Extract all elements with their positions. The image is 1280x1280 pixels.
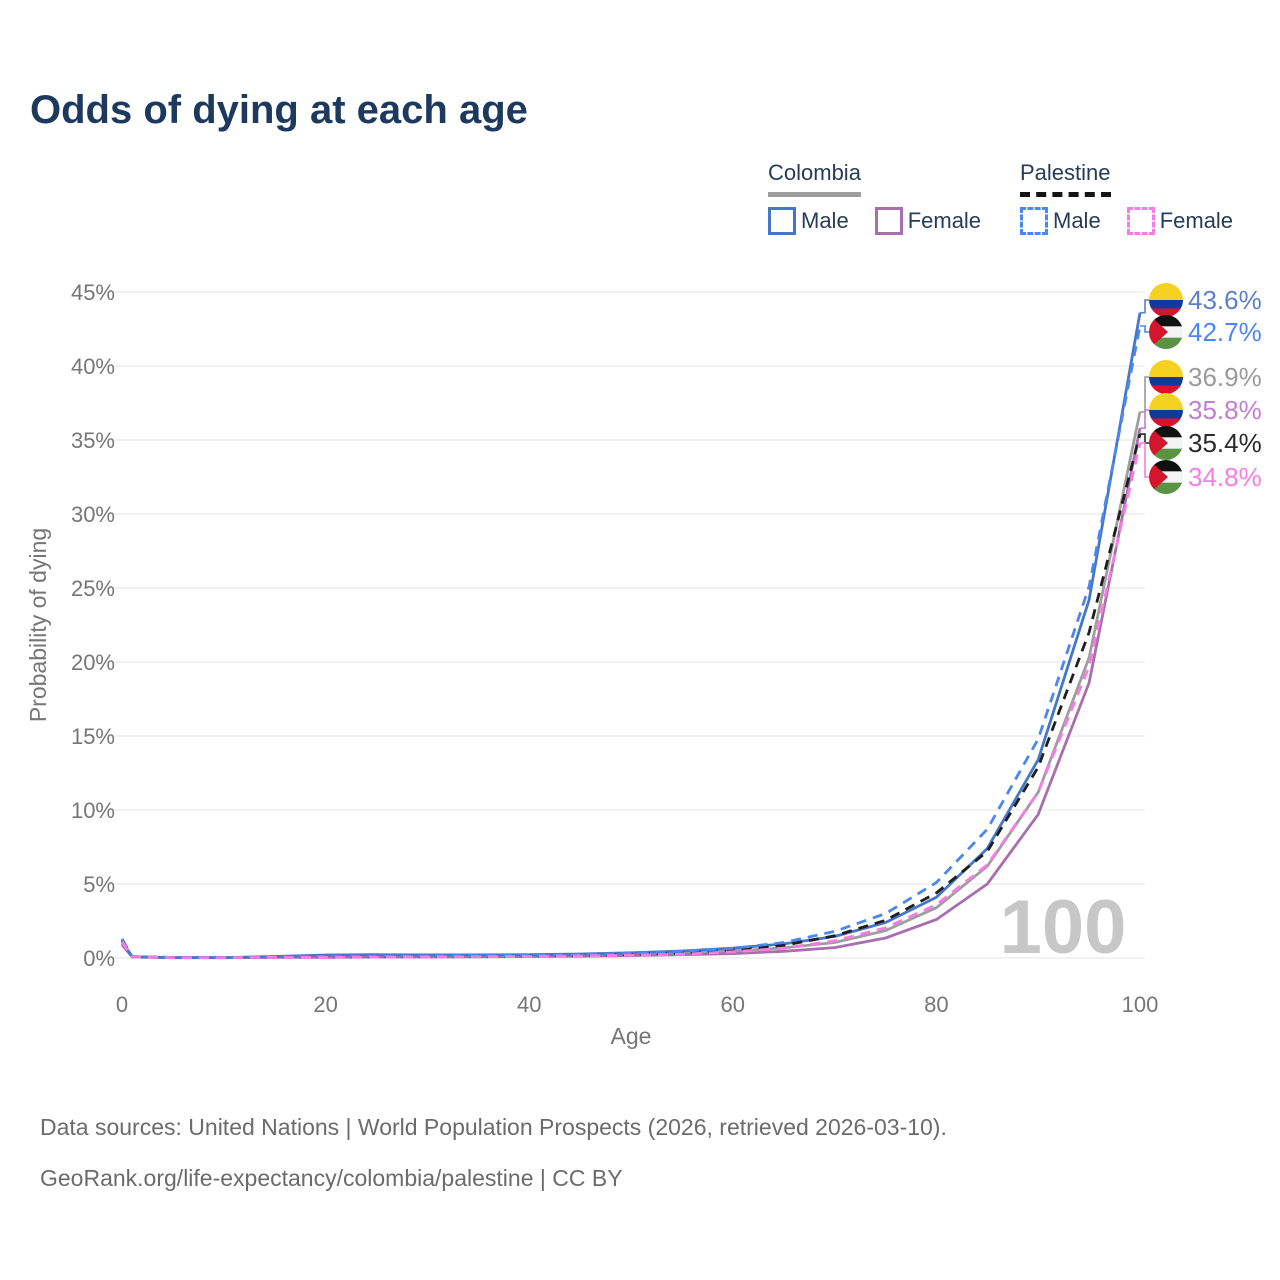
legend-country-palestine[interactable]: Palestine bbox=[1020, 160, 1111, 197]
x-tick-label: 100 bbox=[1122, 992, 1159, 1017]
series-line-palestine-total[interactable] bbox=[120, 433, 1142, 959]
colombia-flag-icon bbox=[1149, 283, 1183, 317]
label-connector-colombia-female bbox=[1140, 409, 1149, 429]
legend-group-palestine: Palestine Male Female bbox=[1020, 160, 1251, 235]
label-connector-palestine-male bbox=[1140, 325, 1149, 333]
palestine-flag-icon bbox=[1149, 460, 1183, 494]
palestine-flag-icon bbox=[1149, 426, 1183, 460]
end-label-palestine-total[interactable]: 35.4% bbox=[1149, 426, 1262, 460]
series-line-colombia-male[interactable] bbox=[120, 312, 1142, 959]
legend-item-palestine-male[interactable]: Male bbox=[1020, 207, 1101, 235]
label-connector-colombia-male bbox=[1140, 299, 1149, 314]
series-line-colombia-female[interactable] bbox=[120, 427, 1142, 960]
end-label-palestine-male[interactable]: 42.7% bbox=[1149, 315, 1262, 349]
y-tick-label: 5% bbox=[83, 872, 115, 897]
legend-label-palestine-male: Male bbox=[1053, 208, 1101, 233]
footer-data-sources: Data sources: United Nations | World Pop… bbox=[40, 1114, 947, 1140]
legend-group-colombia: Colombia Male Female bbox=[768, 160, 999, 235]
footer: Data sources: United Nations | World Pop… bbox=[40, 1102, 947, 1204]
series-line-palestine-male[interactable] bbox=[120, 325, 1142, 959]
end-label-value-colombia-male: 43.6% bbox=[1188, 285, 1262, 315]
end-label-value-palestine-total: 35.4% bbox=[1188, 428, 1262, 458]
line-chart[interactable]: 0% 5% 10% 15% 20% 25% 30% 35% 40% 45% 0 20 40 60 80 100… bbox=[0, 260, 1280, 1070]
legend-swatch-colombia-male bbox=[768, 207, 796, 235]
y-tick-label: 40% bbox=[71, 354, 115, 379]
series-line-palestine-female[interactable] bbox=[120, 442, 1142, 960]
y-tick-label: 45% bbox=[71, 280, 115, 305]
legend-swatch-palestine-female bbox=[1126, 207, 1155, 235]
page-title: Odds of dying at each age bbox=[30, 88, 528, 132]
x-axis-title: Age bbox=[611, 1023, 652, 1049]
x-tick-label: 80 bbox=[924, 992, 948, 1017]
label-connector-palestine-female bbox=[1140, 442, 1149, 478]
legend-label-colombia-male: Male bbox=[801, 208, 849, 233]
colombia-flag-icon bbox=[1149, 360, 1183, 394]
label-connector-palestine-total bbox=[1140, 433, 1149, 444]
y-tick-label: 15% bbox=[71, 724, 115, 749]
footer-attribution[interactable]: GeoRank.org/life-expectancy/colombia/pal… bbox=[40, 1165, 623, 1191]
end-label-colombia-female[interactable]: 35.8% bbox=[1149, 393, 1262, 427]
legend-item-colombia-male[interactable]: Male bbox=[768, 207, 849, 235]
legend-label-palestine-female: Female bbox=[1159, 208, 1234, 233]
end-label-value-palestine-female: 34.8% bbox=[1188, 462, 1262, 492]
end-label-colombia-total[interactable]: 36.9% bbox=[1149, 360, 1262, 394]
x-tick-label: 0 bbox=[116, 992, 128, 1017]
age-watermark: 100 bbox=[1000, 885, 1127, 970]
label-connector-colombia-total bbox=[1140, 376, 1149, 413]
y-tick-label: 10% bbox=[71, 798, 115, 823]
end-label-value-colombia-total: 36.9% bbox=[1188, 362, 1262, 392]
colombia-flag-icon bbox=[1149, 393, 1183, 427]
x-tick-label: 20 bbox=[313, 992, 337, 1017]
series-line-colombia-total[interactable] bbox=[120, 411, 1142, 959]
legend-swatch-colombia-female bbox=[874, 207, 903, 235]
y-tick-label: 30% bbox=[71, 502, 115, 527]
end-label-palestine-female[interactable]: 34.8% bbox=[1149, 460, 1262, 494]
end-label-colombia-male[interactable]: 43.6% bbox=[1149, 283, 1262, 317]
end-label-value-palestine-male: 42.7% bbox=[1188, 317, 1262, 347]
x-tick-label: 60 bbox=[721, 992, 745, 1017]
legend-label-colombia-female: Female bbox=[907, 208, 982, 233]
end-label-value-colombia-female: 35.8% bbox=[1188, 395, 1262, 425]
legend-country-colombia[interactable]: Colombia bbox=[768, 160, 861, 197]
palestine-flag-icon bbox=[1149, 315, 1183, 349]
y-tick-label: 20% bbox=[71, 650, 115, 675]
legend-swatch-palestine-male bbox=[1020, 207, 1048, 235]
y-tick-label: 35% bbox=[71, 428, 115, 453]
legend-row-colombia: Male Female bbox=[768, 207, 999, 235]
y-tick-label: 25% bbox=[71, 576, 115, 601]
y-axis-title: Probability of dying bbox=[25, 528, 51, 722]
y-tick-label: 0% bbox=[83, 946, 115, 971]
x-tick-label: 40 bbox=[517, 992, 541, 1017]
legend-item-palestine-female[interactable]: Female bbox=[1126, 207, 1234, 235]
legend-item-colombia-female[interactable]: Female bbox=[874, 207, 982, 235]
legend-row-palestine: Male Female bbox=[1020, 207, 1251, 235]
